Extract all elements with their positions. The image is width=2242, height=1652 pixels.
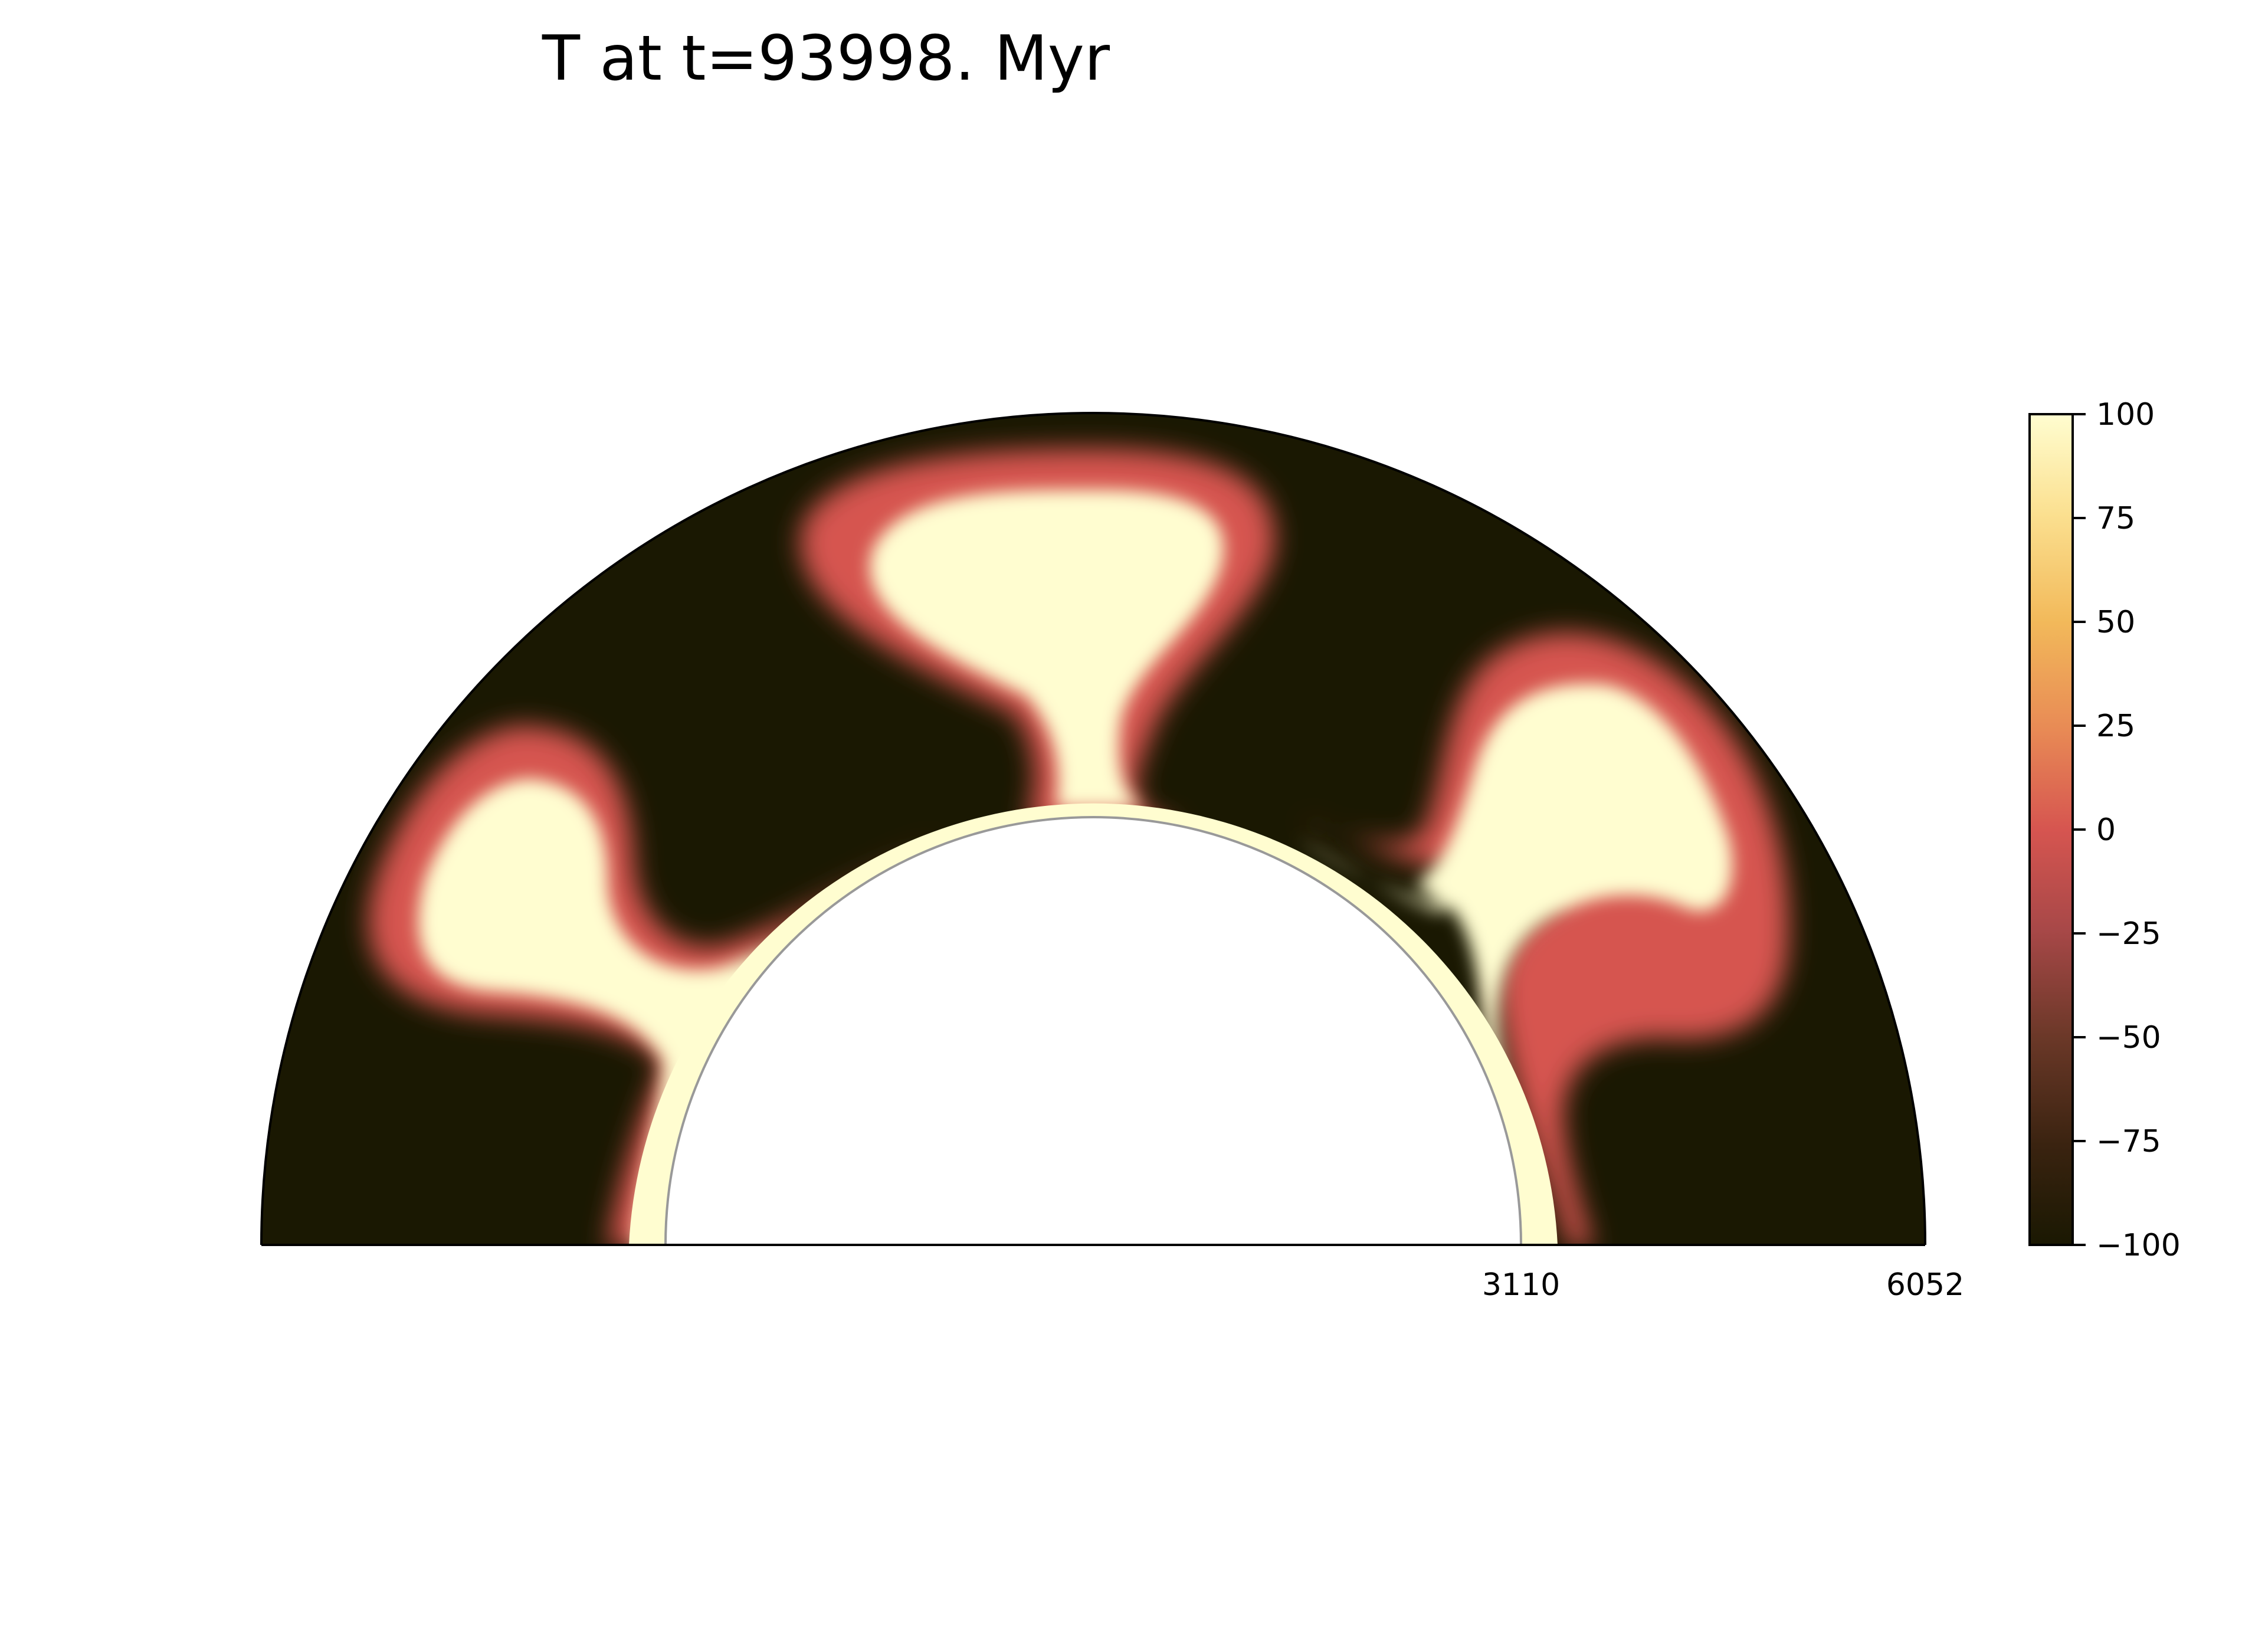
radial-tick-label: 6052 [1886,1267,1964,1303]
colorbar-tick-label: 50 [2096,605,2135,640]
colorbar-ticks: 100 75 50 25 0 −25 −50 −75 −100 [2073,397,2181,1263]
colorbar-tick-label: −100 [2096,1228,2181,1263]
plume-core-center [870,490,1224,808]
colorbar-tick-label: 100 [2096,397,2155,432]
colorbar-gradient [2028,413,2074,1246]
colorbar-tick-label: 0 [2096,812,2116,848]
colorbar-tick-label: −25 [2096,916,2161,952]
chart-title: T at t=93998. Myr [542,22,1110,94]
colorbar-tick-label: −75 [2096,1124,2161,1159]
radial-tick-label: 3110 [1482,1267,1560,1303]
colorbar: 100 75 50 25 0 −25 −50 −75 −100 [2028,397,2181,1263]
colorbar-tick-label: 75 [2096,501,2135,536]
plume-cores [418,490,1733,1245]
plume-core-left [418,779,920,1245]
core-disc [666,817,1521,1245]
colorbar-tick-label: −50 [2096,1020,2161,1056]
core-boundary [664,816,1522,1245]
outer-boundary [260,412,1926,1245]
plume-core-right [1298,683,1733,1245]
colorbar-tick-label: 25 [2096,709,2135,744]
